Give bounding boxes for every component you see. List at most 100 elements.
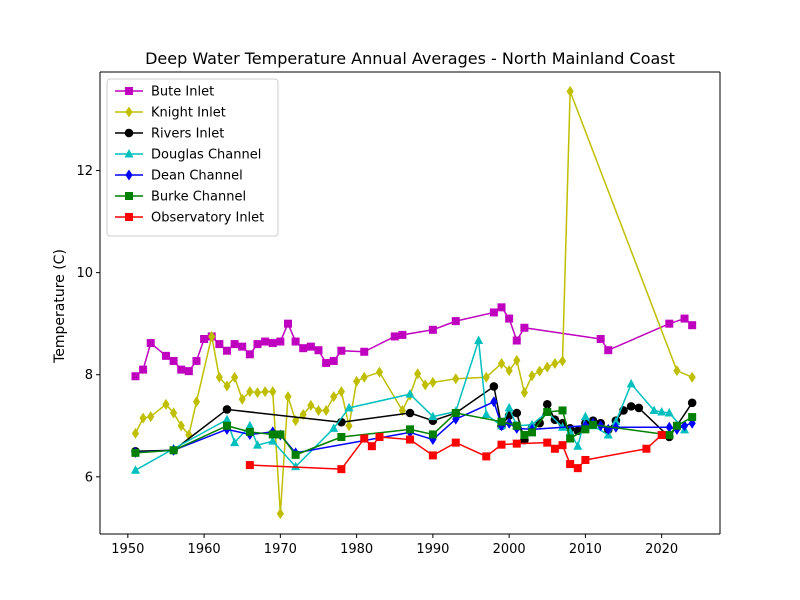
legend-marker [125,192,133,200]
data-point [405,408,415,418]
x-tick-label: 1980 [340,542,373,557]
data-point [337,433,346,442]
data-point [428,325,437,334]
legend-item: Observatory Inlet [115,211,264,226]
series-burke-channel [131,406,697,459]
legend-marker [125,87,133,95]
data-point [573,464,582,473]
data-point [688,321,697,330]
data-point [292,415,300,427]
legend-marker [125,106,133,118]
data-point [482,371,490,383]
data-point [252,440,262,449]
plot-area: 1950 1960 1970 1980 1990 2000 2010 2020 6 8 10 12 Bu… [76,71,721,557]
y-axis-label: Temperature (C) [52,249,68,364]
data-point [573,441,583,450]
data-point [664,408,674,417]
data-point [497,417,506,426]
data-point [184,367,193,376]
data-point [245,461,254,470]
data-point [291,450,300,459]
data-point [322,404,330,416]
data-point [566,85,574,97]
data-point [169,446,178,455]
series-observatory-inlet [245,430,666,474]
data-point [337,386,345,398]
data-point [200,334,209,343]
data-point [291,337,300,346]
x-tick-label: 1970 [264,542,297,557]
data-point [360,371,368,383]
data-point [222,346,231,355]
data-point [147,411,155,423]
y-tick-label: 10 [76,266,93,281]
data-point [665,319,674,328]
data-point [268,436,278,445]
data-point [230,340,239,349]
data-point [375,433,384,442]
data-point [490,396,498,408]
data-point [452,373,460,385]
data-point [192,356,201,365]
data-point [131,372,140,381]
x-tick-label: 2000 [493,542,526,557]
data-point [558,355,567,367]
data-point [245,420,255,430]
data-point [131,427,140,439]
data-point [360,434,369,443]
data-point [481,409,491,419]
data-point [322,358,331,367]
axes-frame [99,71,721,535]
data-point [337,346,346,355]
data-point [657,406,667,416]
data-point [169,356,178,365]
data-point [139,412,147,424]
data-point [428,430,437,439]
data-point [665,421,673,433]
series-bute-inlet [131,303,697,381]
data-point [284,391,292,403]
data-point [566,434,575,443]
data-point [642,444,651,453]
data-point [672,421,681,430]
legend-item: Bute Inlet [115,85,214,100]
data-point [291,461,301,471]
data-point [542,400,552,409]
data-point [223,380,231,392]
data-point [245,350,254,359]
series-douglas-channel [130,335,690,474]
data-point [329,356,338,365]
data-point [345,420,353,432]
data-point [215,371,223,383]
data-point [558,406,567,415]
data-point [482,452,491,461]
data-point [162,398,170,410]
data-point [634,403,644,413]
data-point [474,335,484,345]
legend-item: Douglas Channel [115,148,261,163]
legend-label: Douglas Channel [151,148,261,163]
data-point [245,427,254,436]
data-point [398,404,406,416]
data-point [551,357,559,369]
data-point [222,405,232,414]
x-tick-label: 1950 [111,542,144,557]
data-point [276,430,285,439]
legend: Bute Inlet Knight Inlet Rivers Inlet Dougla… [106,78,279,237]
x-axis: 1950 1960 1970 1980 1990 2000 2010 2020 [111,534,678,557]
data-point [528,428,537,437]
data-point [543,407,552,416]
data-point [177,420,185,432]
data-point [497,357,506,369]
legend-item: Rivers Inlet [115,127,224,142]
data-point [580,411,590,421]
x-tick-label: 1960 [188,542,221,557]
data-point [177,365,186,374]
data-point [299,344,308,353]
data-point [536,365,544,377]
legend-label: Burke Channel [151,190,246,205]
data-point [261,386,269,398]
data-point [505,365,513,377]
data-point [329,423,339,432]
